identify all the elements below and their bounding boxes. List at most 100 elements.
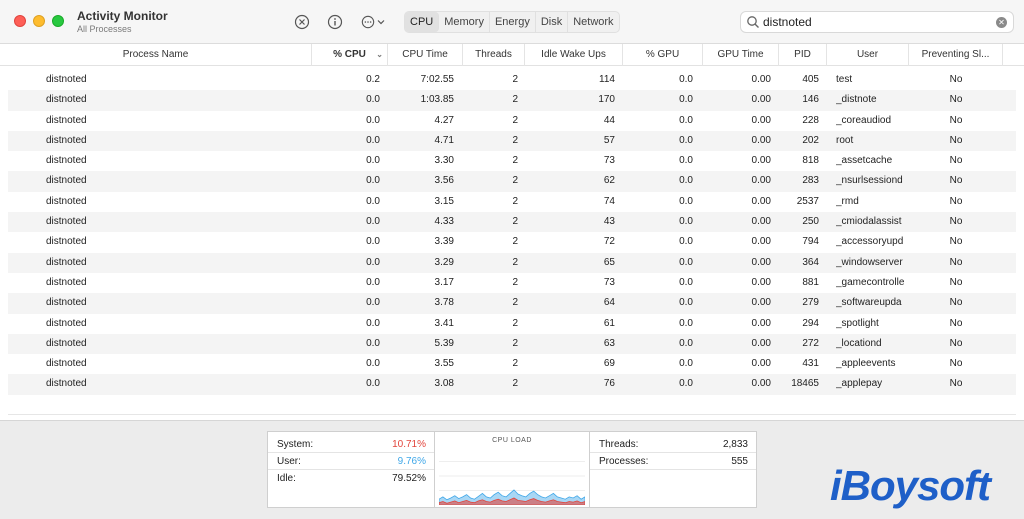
cell-pid: 294 [802, 317, 819, 329]
user-row: User: 9.76% [268, 453, 434, 470]
cell-threads: 2 [512, 216, 518, 228]
table-row[interactable]: distnoted 0.0 3.17 2 73 0.0 0.00 881 _gamecontro… [8, 273, 1016, 293]
cell-user: _rmd [836, 195, 859, 207]
cell-cpu-time: 3.15 [434, 195, 454, 207]
threads-label: Threads: [599, 439, 639, 450]
idle-row: Idle: 79.52% [268, 470, 434, 487]
stop-process-button[interactable] [293, 13, 311, 31]
cell-gpu-time: 0.00 [751, 317, 771, 329]
table-row[interactable]: distnoted 0.0 5.39 2 63 0.0 0.00 272 _locationd N… [8, 333, 1016, 355]
cell-gpu-time: 0.00 [751, 175, 771, 187]
column-idle-wake-ups[interactable]: Idle Wake Ups [525, 44, 623, 66]
table-row[interactable]: distnoted 0.0 4.33 2 43 0.0 0.00 250 _cmiodalass… [8, 212, 1016, 233]
table-row[interactable]: distnoted 0.0 3.55 2 69 0.0 0.00 431 _appleevent… [8, 354, 1016, 374]
inspect-process-button[interactable] [326, 13, 344, 31]
tab-memory[interactable]: Memory [439, 12, 490, 32]
search-field[interactable]: ✕ [740, 11, 1014, 33]
cell-preventing-sleep: No [949, 276, 963, 288]
table-row[interactable]: distnoted 0.0 3.15 2 74 0.0 0.00 2537 _rmd No [8, 192, 1016, 212]
cell-gpu-percent: 0.0 [679, 134, 693, 146]
table-row[interactable]: distnoted 0.0 3.39 2 72 0.0 0.00 794 _accessoryu… [8, 232, 1016, 252]
cell-gpu-time: 0.00 [751, 236, 771, 248]
column-process-name[interactable]: Process Name [0, 44, 312, 66]
column-gpu-percent[interactable]: % GPU [623, 44, 703, 66]
cell-cpu-percent: 0.0 [366, 378, 380, 390]
column-cpu-time[interactable]: CPU Time [388, 44, 463, 66]
cell-preventing-sleep: No [949, 256, 963, 268]
cell-preventing-sleep: No [949, 195, 963, 207]
cell-preventing-sleep: No [949, 114, 963, 126]
cell-idle-wake-ups: 74 [603, 195, 615, 207]
user-value: 9.76% [397, 456, 426, 467]
cell-gpu-time: 0.00 [751, 276, 771, 288]
window-subtitle: All Processes [77, 24, 132, 34]
minimize-window-button[interactable] [33, 15, 45, 27]
cell-idle-wake-ups: 64 [603, 297, 615, 309]
cell-gpu-percent: 0.0 [679, 317, 693, 329]
cell-pid: 2537 [796, 195, 819, 207]
search-input[interactable] [763, 14, 983, 30]
cell-preventing-sleep: No [949, 175, 963, 187]
table-row[interactable]: distnoted 0.0 3.78 2 64 0.0 0.00 279 _softwareup… [8, 293, 1016, 314]
cell-cpu-percent: 0.0 [366, 114, 380, 126]
cell-gpu-time: 0.00 [751, 94, 771, 106]
table-row[interactable]: distnoted 0.0 4.71 2 57 0.0 0.00 202 root No [8, 130, 1016, 152]
tab-network[interactable]: Network [573, 16, 614, 28]
column-gpu-time[interactable]: GPU Time [703, 44, 779, 66]
table-row[interactable]: distnoted 0.2 7:02.55 2 114 0.0 0.00 405 test No [8, 70, 1016, 90]
cell-process-name: distnoted [46, 74, 87, 85]
cell-gpu-percent: 0.0 [679, 358, 693, 370]
search-icon [747, 16, 759, 28]
cell-cpu-percent: 0.0 [366, 216, 380, 228]
cell-gpu-percent: 0.0 [679, 94, 693, 106]
sort-chevron-icon: ⌄ [376, 50, 383, 59]
cell-process-name: distnoted [46, 155, 87, 167]
cell-gpu-time: 0.00 [751, 256, 771, 268]
tab-disk[interactable]: Disk [536, 12, 569, 32]
cell-gpu-percent: 0.0 [679, 175, 693, 187]
table-row[interactable]: distnoted 0.0 3.08 2 76 0.0 0.00 18465 _applepay… [8, 374, 1016, 395]
table-row[interactable]: distnoted 0.0 3.56 2 62 0.0 0.00 283 _nsurlsessi… [8, 171, 1016, 192]
clear-search-icon[interactable]: ✕ [996, 17, 1007, 28]
cell-process-name: distnoted [46, 236, 87, 248]
cell-pid: 405 [802, 74, 819, 85]
cell-cpu-time: 4.27 [434, 114, 454, 126]
zoom-window-button[interactable] [52, 15, 64, 27]
column-user[interactable]: User [827, 44, 909, 66]
cell-cpu-percent: 0.0 [366, 195, 380, 207]
cell-idle-wake-ups: 61 [603, 317, 615, 329]
tab-cpu[interactable]: CPU [405, 12, 440, 32]
cell-threads: 2 [512, 337, 518, 349]
category-tabs: CPU Memory Energy Disk Network [404, 11, 620, 33]
close-window-button[interactable] [14, 15, 26, 27]
cell-pid: 202 [802, 134, 819, 146]
tab-energy[interactable]: Energy [490, 12, 536, 32]
column-threads[interactable]: Threads [463, 44, 525, 66]
table-row[interactable]: distnoted 0.0 3.30 2 73 0.0 0.00 818 _assetcache… [8, 151, 1016, 171]
idle-value: 79.52% [392, 473, 426, 484]
cell-preventing-sleep: No [949, 134, 963, 146]
table-row[interactable]: distnoted 0.0 4.27 2 44 0.0 0.00 228 _coreaudiod… [8, 111, 1016, 131]
column-preventing-sleep[interactable]: Preventing Sl... [909, 44, 1003, 66]
column-cpu-percent[interactable]: % CPU ⌄ [312, 44, 388, 66]
cpu-usage-summary: System: 10.71% User: 9.76% Idle: 79.52% [267, 431, 435, 508]
cell-threads: 2 [512, 175, 518, 187]
cell-preventing-sleep: No [949, 358, 963, 370]
cell-idle-wake-ups: 57 [603, 134, 615, 146]
processes-value: 555 [731, 456, 748, 467]
table-row[interactable]: distnoted 0.0 3.41 2 61 0.0 0.00 294 _spotlight N… [8, 314, 1016, 334]
cell-cpu-percent: 0.0 [366, 236, 380, 248]
cell-gpu-percent: 0.0 [679, 155, 693, 167]
cell-idle-wake-ups: 170 [598, 94, 615, 106]
cell-cpu-time: 3.39 [434, 236, 454, 248]
cell-process-name: distnoted [46, 378, 87, 390]
cell-cpu-percent: 0.0 [366, 276, 380, 288]
cell-threads: 2 [512, 276, 518, 288]
table-row[interactable]: distnoted 0.0 1:03.85 2 170 0.0 0.00 146 _distno… [8, 90, 1016, 111]
cell-user: _assetcache [836, 155, 893, 167]
cell-pid: 881 [802, 276, 819, 288]
column-pid[interactable]: PID [779, 44, 827, 66]
cell-gpu-percent: 0.0 [679, 378, 693, 390]
more-actions-button[interactable] [359, 13, 387, 31]
table-row[interactable]: distnoted 0.0 3.29 2 65 0.0 0.00 364 _windowserv… [8, 252, 1016, 273]
